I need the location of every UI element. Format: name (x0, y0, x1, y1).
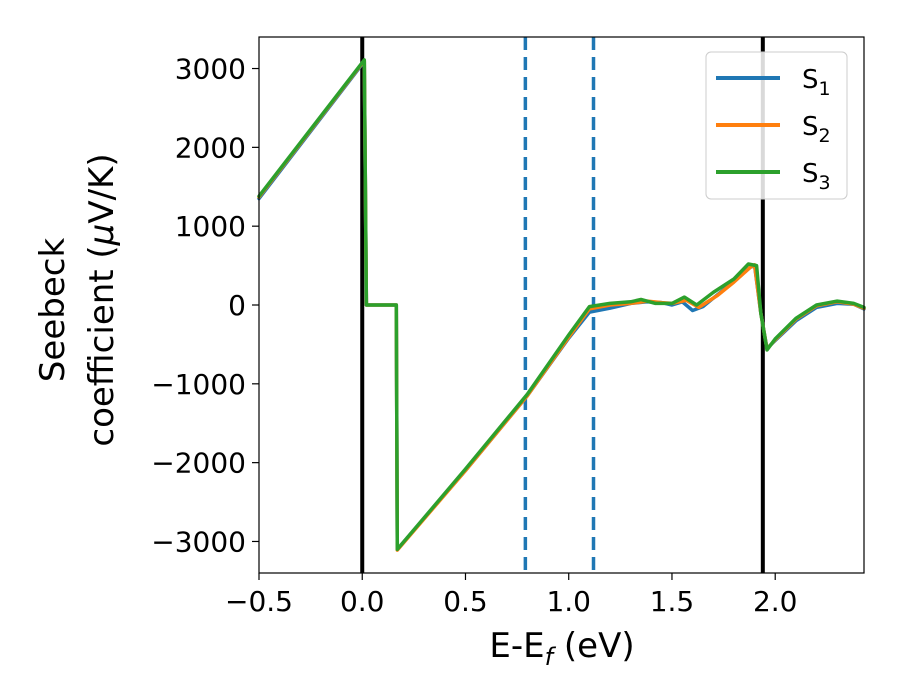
y-tick-label: −1000 (151, 368, 246, 401)
y-axis: 3000 2000 1000 0 −1000 −2000 −3000 (151, 53, 259, 558)
series-lines (257, 58, 866, 552)
legend-label-s2: S2 (802, 112, 831, 147)
x-tick-label: 1.5 (650, 585, 695, 618)
y-axis-label-line2: coefficient (μV/K) (82, 153, 122, 446)
x-tick-label: 2.0 (753, 585, 798, 618)
x-axis: −0.5 0.0 0.5 1.0 1.5 2.0 (225, 573, 797, 618)
y-tick-label: 1000 (175, 210, 246, 243)
y-tick-label: 3000 (175, 53, 246, 86)
series-line-s3 (257, 58, 866, 552)
legend-label-s3: S3 (802, 159, 831, 194)
y-tick-label: −3000 (151, 525, 246, 558)
legend-label-s1: S1 (802, 65, 831, 100)
y-tick-label: 0 (228, 289, 246, 322)
y-tick-label: −2000 (151, 447, 246, 480)
x-tick-label: 0.5 (443, 585, 488, 618)
y-tick-label: 2000 (175, 131, 246, 164)
x-tick-label: 0.0 (340, 585, 385, 618)
x-tick-label: 1.0 (546, 585, 591, 618)
legend: S1 S2 S3 (705, 51, 848, 200)
y-axis-label-line1: Seebeck (33, 238, 73, 383)
x-axis-label: E-Ef (eV) (489, 626, 634, 671)
x-tick-label: −0.5 (225, 585, 293, 618)
